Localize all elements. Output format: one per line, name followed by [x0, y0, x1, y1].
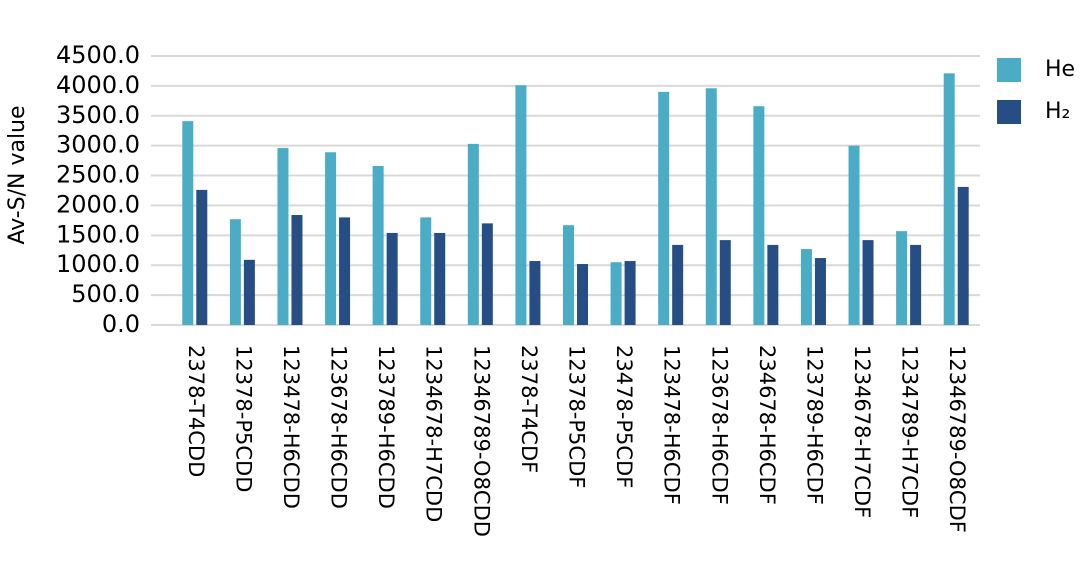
y-tick-label: 4500.0	[56, 41, 140, 69]
bar	[196, 189, 208, 325]
bar	[943, 73, 955, 325]
x-tick-label: 123789-H6CDD	[374, 345, 398, 509]
bar	[753, 106, 765, 325]
bar	[182, 121, 194, 325]
y-tick-label: 2500.0	[56, 161, 140, 189]
bar	[372, 165, 384, 325]
bar	[577, 264, 588, 325]
x-tick-label: 23478-P5CDF	[612, 345, 636, 488]
bar	[563, 225, 574, 325]
y-tick-label: 4000.0	[56, 71, 140, 99]
y-tick-label: 3000.0	[56, 131, 140, 159]
x-tick-label: 234678-H6CDF	[755, 345, 779, 505]
legend-swatch	[997, 100, 1021, 124]
y-tick-label: 1500.0	[56, 220, 140, 248]
bar	[467, 143, 479, 325]
x-tick-label: 12378-P5CDF	[565, 345, 589, 488]
bar	[610, 262, 622, 325]
x-tick-label: 12378-P5CDD	[231, 345, 255, 492]
bar	[624, 261, 636, 325]
bar	[862, 240, 874, 325]
bar	[658, 91, 670, 325]
bar	[291, 215, 303, 325]
bar	[243, 259, 255, 325]
bar	[515, 85, 527, 326]
y-tick-label: 2000.0	[56, 190, 140, 218]
bar	[848, 145, 860, 325]
y-tick-label: 0.0	[102, 310, 140, 338]
bar	[229, 219, 241, 325]
x-tick-label: 2378-T4CDD	[184, 345, 208, 477]
bar	[719, 240, 731, 325]
x-tick-label: 1234789-H7CDF	[898, 345, 922, 518]
x-tick-label: 12346789-O8CDF	[945, 345, 969, 533]
bar	[957, 186, 969, 325]
x-tick-label: 123478-H6CDD	[279, 345, 303, 509]
x-tick-label: 1234678-H7CDF	[850, 345, 874, 518]
bar	[325, 152, 337, 325]
bar	[434, 232, 446, 325]
y-axis-title: Av-S/N value	[5, 105, 30, 244]
x-tick-label: 1234678-H7CDD	[422, 345, 446, 522]
bar	[767, 244, 779, 325]
x-tick-label: 123789-H6CDF	[802, 345, 826, 505]
bar	[814, 258, 826, 325]
legend-label: H₂	[1045, 99, 1070, 124]
y-tick-label: 3500.0	[56, 101, 140, 129]
bar	[481, 223, 493, 325]
bar	[910, 244, 922, 325]
bar	[529, 261, 541, 325]
bar	[672, 244, 684, 325]
legend-label: He	[1045, 57, 1075, 82]
x-tick-label: 123478-H6CDF	[660, 345, 684, 505]
x-tick-label: 123678-H6CDD	[327, 345, 351, 509]
x-tick-label: 12346789-O8CDD	[469, 345, 493, 537]
bar	[420, 217, 432, 325]
bar	[896, 231, 908, 325]
bar	[800, 249, 812, 325]
bar	[339, 217, 351, 325]
bar	[705, 88, 717, 325]
bar	[277, 148, 289, 325]
y-tick-label: 1000.0	[56, 250, 140, 278]
x-tick-label: 2378-T4CDF	[517, 345, 541, 473]
legend-swatch	[997, 58, 1021, 82]
x-tick-label: 123678-H6CDF	[707, 345, 731, 505]
y-tick-label: 500.0	[71, 280, 140, 308]
bar	[386, 232, 398, 325]
